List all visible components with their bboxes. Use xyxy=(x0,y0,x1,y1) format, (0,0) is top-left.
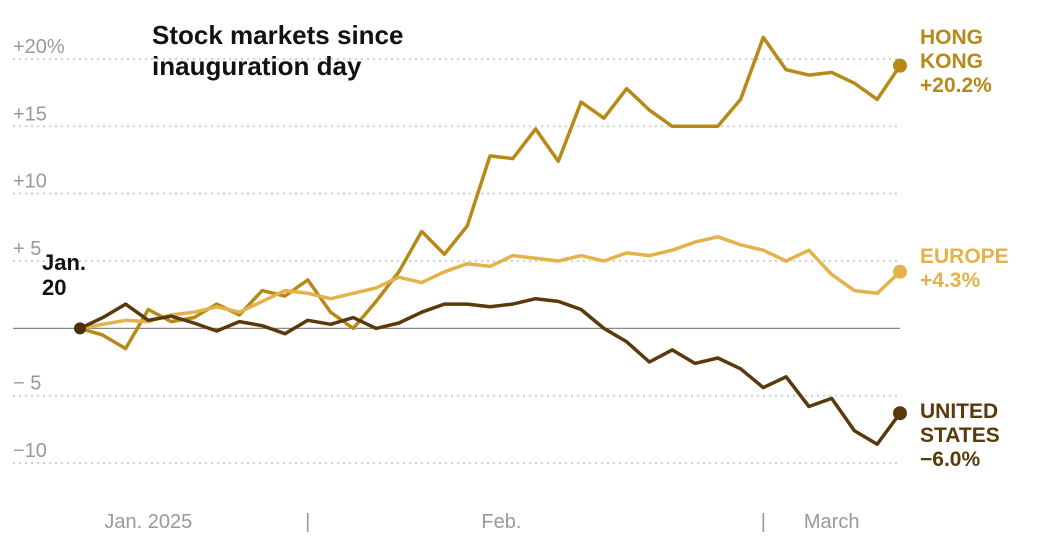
y-tick-label: −10 xyxy=(13,440,47,462)
series-end-dot-hongkong xyxy=(893,59,907,73)
chart-title: Stock markets since inauguration day xyxy=(152,20,452,82)
series-label-us: UNITEDSTATES−6.0% xyxy=(920,400,1000,472)
x-tick-label: Jan. 2025 xyxy=(104,511,192,533)
series-line-us xyxy=(80,299,900,445)
y-tick-label: +15 xyxy=(13,103,47,125)
series-value: +4.3% xyxy=(920,269,980,292)
series-name: HONGKONG xyxy=(920,26,983,73)
start-date-line1: Jan. xyxy=(42,250,86,275)
start-date-line2: 20 xyxy=(42,275,66,300)
chart-container: { "chart": { "type": "line", "title": "S… xyxy=(0,0,1050,549)
y-tick-label: +20% xyxy=(13,36,65,58)
start-dot xyxy=(74,322,86,334)
y-tick-label: + 5 xyxy=(13,238,41,260)
series-end-dot-europe xyxy=(893,265,907,279)
x-tick-label: Feb. xyxy=(481,511,521,533)
series-label-hongkong: HONGKONG+20.2% xyxy=(920,26,992,98)
line-chart-svg: −10 − 5 + 5 +10 +15 +20% Jan. 2025 | Feb. | March xyxy=(0,0,1050,549)
x-tick-separator: | xyxy=(305,511,310,533)
start-date-label: Jan. 20 xyxy=(42,250,86,301)
series-value: +20.2% xyxy=(920,74,992,97)
series-label-europe: EUROPE+4.3% xyxy=(920,245,1009,293)
series-line-hongkong xyxy=(80,37,900,348)
series-name: EUROPE xyxy=(920,245,1009,268)
y-tick-label: − 5 xyxy=(13,373,41,395)
series-line-europe xyxy=(80,237,900,329)
series-end-dot-us xyxy=(893,406,907,420)
series-name: UNITEDSTATES xyxy=(920,400,1000,447)
y-tick-label: +10 xyxy=(13,171,47,193)
x-tick-separator: | xyxy=(761,511,766,533)
series-value: −6.0% xyxy=(920,448,980,471)
x-tick-label: March xyxy=(804,511,860,533)
